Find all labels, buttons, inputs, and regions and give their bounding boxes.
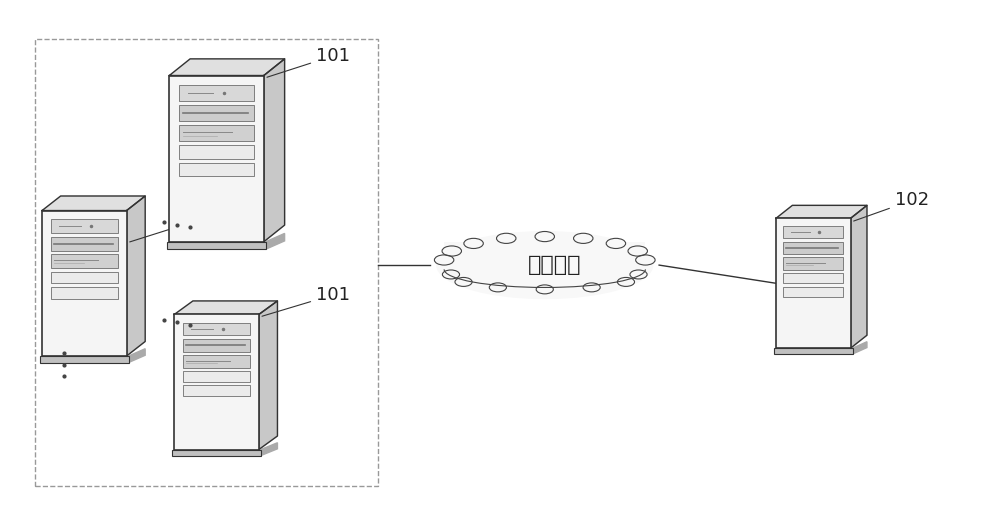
Circle shape	[442, 246, 461, 256]
Bar	[179, 86, 254, 101]
Polygon shape	[129, 349, 145, 363]
Text: 102: 102	[854, 191, 929, 221]
Bar	[179, 145, 254, 159]
Circle shape	[536, 285, 553, 294]
Circle shape	[442, 270, 460, 279]
Polygon shape	[776, 205, 867, 218]
Bar	[51, 287, 118, 299]
Circle shape	[434, 255, 454, 265]
Bar	[42, 211, 127, 356]
Polygon shape	[174, 301, 277, 314]
Bar	[183, 322, 250, 335]
Bar	[183, 385, 250, 396]
Bar	[51, 237, 118, 250]
Polygon shape	[259, 301, 277, 449]
Circle shape	[636, 255, 655, 265]
Circle shape	[497, 233, 516, 244]
Circle shape	[464, 238, 483, 248]
Bar	[35, 39, 378, 486]
Bar	[179, 106, 254, 121]
Polygon shape	[261, 443, 277, 456]
Bar	[774, 348, 853, 354]
Bar	[179, 125, 254, 141]
Bar	[167, 242, 266, 249]
Bar	[51, 219, 118, 233]
Polygon shape	[127, 196, 145, 356]
Bar	[783, 257, 843, 270]
Bar	[51, 254, 118, 268]
Bar	[783, 226, 843, 238]
Bar	[183, 355, 250, 368]
Polygon shape	[853, 342, 867, 354]
Bar	[776, 218, 851, 348]
Circle shape	[630, 270, 647, 279]
Text: 101: 101	[267, 47, 350, 77]
Circle shape	[617, 277, 635, 287]
Polygon shape	[851, 205, 867, 348]
Bar	[783, 287, 843, 297]
Circle shape	[535, 232, 554, 242]
Polygon shape	[266, 234, 285, 249]
Circle shape	[583, 283, 600, 292]
Bar	[172, 449, 261, 456]
Polygon shape	[264, 59, 285, 242]
Bar	[174, 314, 259, 449]
Polygon shape	[42, 196, 145, 211]
Polygon shape	[169, 59, 285, 76]
Bar	[783, 273, 843, 284]
Bar	[179, 163, 254, 176]
Circle shape	[489, 283, 506, 292]
Bar	[444, 242, 645, 269]
Text: 通信网络: 通信网络	[528, 255, 581, 275]
Bar	[183, 339, 250, 352]
Bar	[40, 356, 129, 363]
Text: 101: 101	[130, 211, 216, 242]
Bar	[169, 76, 264, 242]
Circle shape	[606, 238, 626, 248]
Bar	[183, 371, 250, 382]
Circle shape	[455, 277, 472, 287]
Bar	[783, 242, 843, 254]
Ellipse shape	[436, 231, 653, 299]
Bar	[444, 249, 645, 275]
Circle shape	[574, 233, 593, 244]
Text: 101: 101	[262, 286, 350, 316]
Circle shape	[628, 246, 647, 256]
Bar	[51, 271, 118, 284]
